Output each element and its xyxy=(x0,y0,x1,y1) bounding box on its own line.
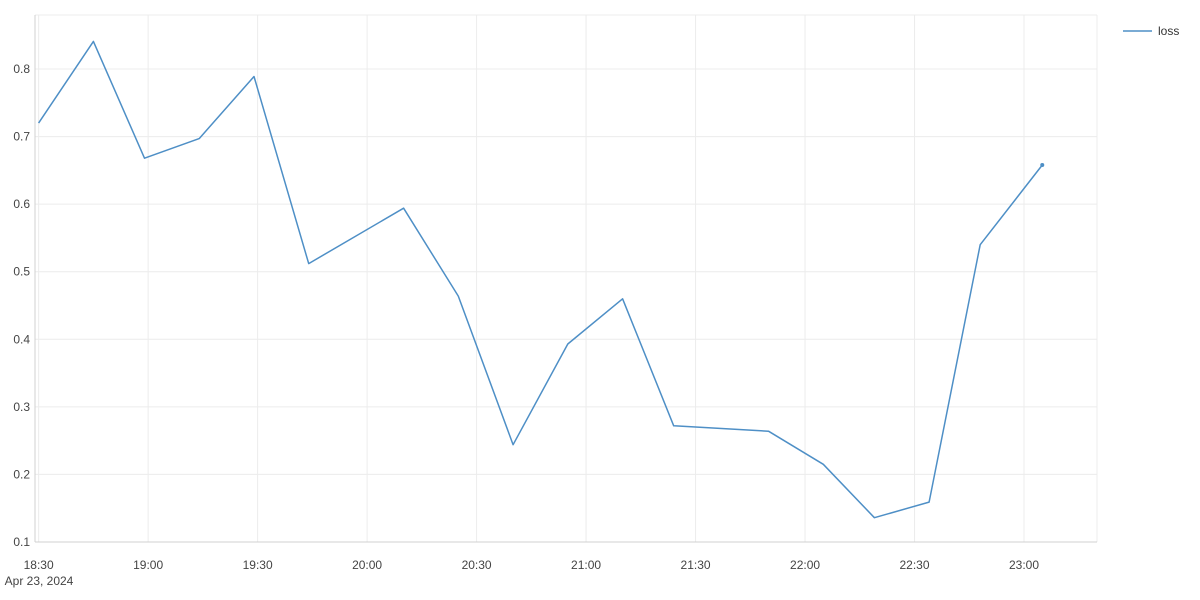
series-line-loss xyxy=(37,40,1043,519)
legend-label: loss xyxy=(1158,24,1179,38)
y-tick-label: 0.4 xyxy=(13,332,30,346)
x-tick-label: 22:00 xyxy=(790,558,820,572)
series xyxy=(37,40,1045,519)
series-end-point xyxy=(1040,162,1045,167)
y-tick-label: 0.2 xyxy=(13,467,30,481)
x-date-label: Apr 23, 2024 xyxy=(5,574,74,588)
y-tick-label: 0.7 xyxy=(13,130,30,144)
y-tick-label: 0.6 xyxy=(13,197,30,211)
x-tick-label: 19:00 xyxy=(133,558,163,572)
y-tick-label: 0.8 xyxy=(13,62,30,76)
y-tick-label: 0.5 xyxy=(13,265,30,279)
x-tick-label: 18:30 xyxy=(24,558,54,572)
x-tick-label: 20:00 xyxy=(352,558,382,572)
y-tick-label: 0.1 xyxy=(13,535,30,549)
grid xyxy=(35,14,1098,542)
legend[interactable]: loss xyxy=(1123,24,1179,38)
x-tick-label: 22:30 xyxy=(900,558,930,572)
axes: 0.1 0.2 0.3 0.4 0.5 0.6 0.7 0.8 18:30 19:00 19:30 2… xyxy=(5,15,1097,588)
legend-item-loss[interactable]: loss xyxy=(1123,24,1179,38)
x-tick-label: 21:00 xyxy=(571,558,601,572)
x-tick-label: 20:30 xyxy=(462,558,492,572)
x-tick-label: 23:00 xyxy=(1009,558,1039,572)
x-tick-label: 19:30 xyxy=(243,558,273,572)
x-tick-label: 21:30 xyxy=(681,558,711,572)
y-tick-label: 0.3 xyxy=(13,400,30,414)
